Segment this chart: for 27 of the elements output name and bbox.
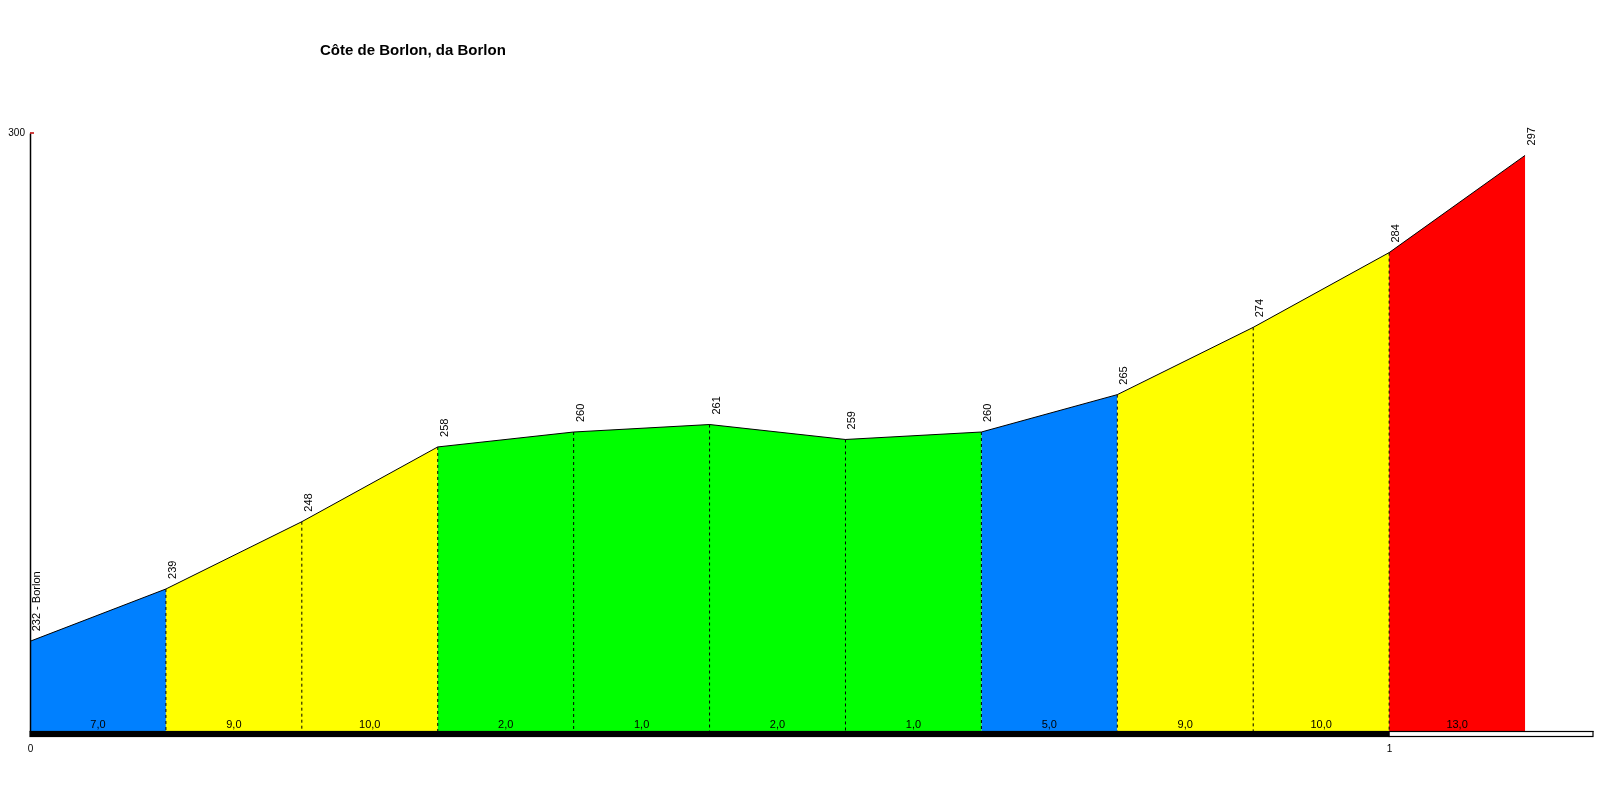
- data-label: 258: [437, 418, 450, 437]
- annotation: 1,0: [633, 718, 650, 730]
- data-label: 260: [981, 403, 994, 422]
- annotation: 13,0: [1446, 718, 1468, 730]
- x-tick-label: 1: [1386, 743, 1393, 755]
- data-label: 297: [1525, 127, 1538, 146]
- data-label: 260: [573, 403, 586, 422]
- x-tick-label: 0: [27, 743, 34, 755]
- annotation: 7,0: [90, 718, 106, 730]
- annotation: 2,0: [498, 718, 514, 730]
- annotation: 9,0: [1177, 718, 1193, 730]
- data-label: 248: [301, 493, 314, 512]
- data-label: 232 - Borlon: [30, 571, 42, 632]
- text: 300: [8, 126, 26, 138]
- data-label: 265: [1117, 366, 1130, 385]
- annotation: 10,0: [1310, 718, 1332, 730]
- data-label: 274: [1253, 298, 1266, 318]
- annotation: 2,0: [769, 718, 786, 730]
- annotation: 1,0: [905, 718, 922, 730]
- data-label: 261: [709, 396, 722, 415]
- data-label: 239: [165, 560, 178, 579]
- data-label: 259: [845, 411, 858, 430]
- annotation: 5,0: [1041, 718, 1057, 730]
- chart-title: Côte de Borlon, da Borlon: [320, 41, 506, 58]
- annotation: 10,0: [359, 718, 381, 730]
- data-label: 284: [1389, 224, 1402, 243]
- annotation: 9,0: [226, 718, 242, 730]
